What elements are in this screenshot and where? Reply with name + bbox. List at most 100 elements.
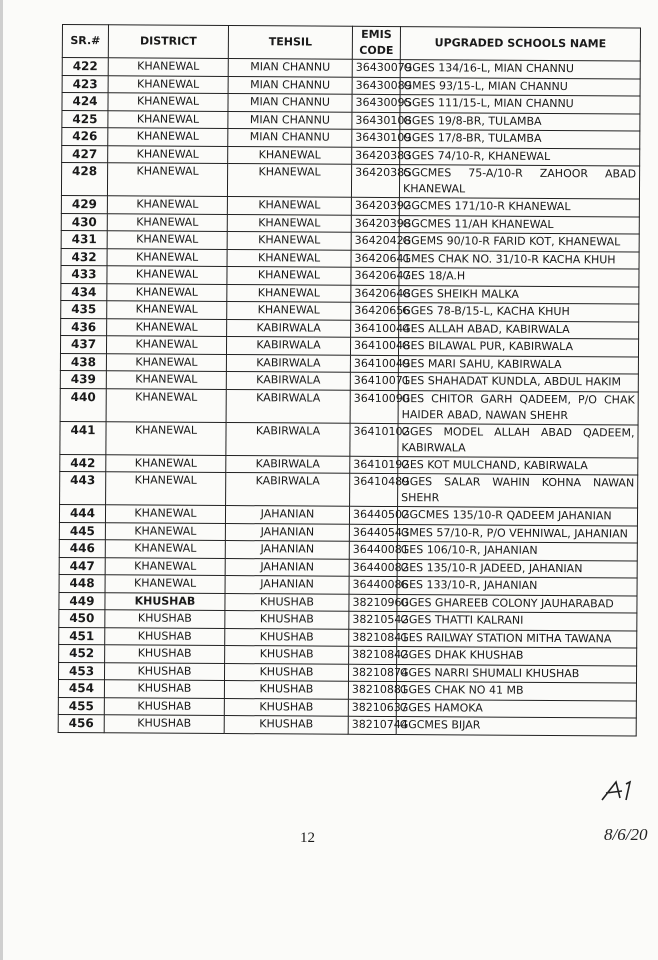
emis-code-cell: 36410049 — [350, 354, 410, 373]
header-emis: EMIS CODE — [352, 26, 401, 60]
sr-cell: 456 — [58, 714, 105, 733]
emis-code-cell: 36420398 — [351, 214, 411, 233]
emis-code-cell: 36410048 — [350, 337, 410, 356]
sr-cell: 452 — [58, 644, 105, 663]
district-cell: KHANEWAL — [107, 248, 228, 267]
emis-code-cell: 38210881 — [348, 681, 408, 700]
school-name-cell: GGES 134/16-L, MIAN CHANNU — [400, 59, 641, 79]
emis-code-cell: 38210841 — [348, 628, 408, 647]
tehsil-cell: KHUSHAB — [224, 715, 349, 734]
sr-cell: 427 — [61, 145, 108, 163]
school-name-cell: GGES MODEL ALLAH ABAD QADEEM, KABIRWALA — [397, 423, 639, 458]
emis-code-cell: 36410044 — [350, 319, 410, 338]
svg-text:8/6/20: 8/6/20 — [604, 825, 648, 844]
school-name-cell: GGES 19/8-BR, TULAMBA — [399, 112, 640, 132]
district-cell: KHANEWAL — [106, 353, 227, 372]
district-cell: KHANEWAL — [106, 335, 227, 355]
school-name-cell: GMES 57/10-R, P/O VEHNIWAL, JAHANIAN — [397, 524, 638, 544]
table-row: 443 KHANEWAL KABIRWALA 36410489 GGES SALAR W… — [59, 471, 638, 509]
district-cell: KHANEWAL — [105, 522, 226, 541]
sr-cell: 443 — [59, 471, 106, 505]
school-name-cell: GES 106/10-R, JAHANIAN — [397, 541, 638, 561]
header-row: SR.# DISTRICT TEHSIL EMIS CODE UPGRADED … — [62, 24, 641, 62]
emis-code-cell: 36430095 — [351, 94, 412, 113]
tehsil-cell: KHANEWAL — [227, 146, 352, 165]
tehsil-cell: KABIRWALA — [226, 371, 351, 390]
district-cell: KHANEWAL — [108, 57, 229, 77]
emis-code-cell: 36440502 — [349, 506, 409, 525]
emis-code-cell: 38210542 — [348, 611, 408, 630]
school-name-cell: GES CHITOR GARH QADEEM, P/O CHAK HAIDER … — [398, 390, 639, 425]
district-cell: KHANEWAL — [105, 471, 226, 506]
tehsil-cell: KHANEWAL — [226, 284, 351, 303]
school-name-cell: GES BILAWAL PUR, KABIRWALA — [398, 337, 639, 357]
header-tehsil: TEHSIL — [228, 25, 353, 60]
emis-code-cell: 36410192 — [349, 455, 409, 474]
school-name-cell: GES SHAHADAT KUNDLA, ABDUL HAKIM — [398, 372, 639, 392]
district-cell: KHUSHAB — [104, 679, 225, 699]
emis-code-cell: 38210960 — [348, 593, 409, 612]
tehsil-cell: KHUSHAB — [224, 610, 349, 629]
district-cell: KHANEWAL — [105, 454, 226, 473]
district-cell: KHANEWAL — [106, 300, 227, 320]
district-cell: KHANEWAL — [107, 145, 228, 164]
district-cell: KHANEWAL — [107, 162, 228, 197]
district-cell: KHANEWAL — [107, 230, 228, 250]
tehsil-cell: KABIRWALA — [226, 336, 351, 355]
emis-code-cell: 36420383 — [351, 146, 411, 165]
school-name-cell: GGES SHEIKH MALKA — [398, 285, 639, 305]
sr-cell: 453 — [58, 661, 105, 680]
emis-code-cell: 38210744 — [348, 716, 408, 735]
tehsil-cell: JAHANIAN — [225, 558, 350, 577]
school-name-cell: GES KOT MULCHAND, KABIRWALA — [397, 456, 638, 476]
district-cell: KHUSHAB — [104, 592, 226, 611]
emis-code-cell: 36440543 — [349, 523, 409, 542]
district-cell: KHANEWAL — [107, 92, 229, 112]
sr-cell: 447 — [59, 556, 106, 575]
tehsil-cell: KHUSHAB — [224, 663, 349, 682]
sr-cell: 448 — [59, 574, 106, 593]
emis-code-cell: 36420648 — [350, 284, 410, 303]
school-name-cell: GGCMES 75-A/10-R ZAHOOR ABAD KHANEWAL — [399, 164, 640, 200]
tehsil-cell: KHANEWAL — [226, 301, 351, 320]
emis-code-cell: 38210637 — [348, 698, 408, 717]
district-cell: KHANEWAL — [105, 421, 227, 456]
sr-cell: 440 — [60, 387, 107, 422]
scan-edge — [0, 0, 3, 960]
tehsil-cell: KABIRWALA — [226, 389, 351, 423]
emis-code-cell: 36430108 — [351, 111, 411, 130]
tehsil-cell: JAHANIAN — [225, 575, 350, 594]
tehsil-cell: KHANEWAL — [227, 231, 352, 250]
school-name-cell: GES 133/10-R, JAHANIAN — [397, 576, 638, 596]
sr-cell: 446 — [59, 539, 106, 558]
district-cell: KHANEWAL — [106, 388, 227, 423]
sr-cell: 455 — [58, 696, 105, 715]
tehsil-cell: JAHANIAN — [225, 505, 350, 524]
tehsil-cell: MIAN CHANNU — [228, 76, 353, 95]
school-name-cell: GGES NARRI SHUMALI KHUSHAB — [396, 664, 637, 684]
tehsil-cell: MIAN CHANNU — [228, 58, 353, 77]
district-cell: KHANEWAL — [108, 75, 229, 94]
district-cell: KHANEWAL — [107, 110, 228, 129]
school-name-cell: GGCMES 135/10-R QADEEM JAHANIAN — [397, 506, 638, 526]
school-name-cell: GES 135/10-R JADEED, JAHANIAN — [397, 559, 638, 579]
tehsil-cell: JAHANIAN — [225, 523, 350, 542]
tehsil-cell: KABIRWALA — [225, 422, 351, 456]
tehsil-cell: KHANEWAL — [227, 196, 352, 215]
emis-code-cell: 36420656 — [350, 302, 410, 321]
emis-code-cell: 36420385 — [351, 164, 411, 198]
sr-cell: 428 — [61, 162, 108, 196]
sr-cell: 429 — [61, 195, 108, 214]
school-name-cell: GGES GHAREEB COLONY JAUHARABAD — [396, 594, 638, 614]
sr-cell: 438 — [60, 352, 107, 371]
tehsil-cell: KHUSHAB — [224, 680, 349, 699]
school-name-cell: GGCMES BIJAR — [396, 716, 637, 736]
district-cell: KHUSHAB — [104, 627, 225, 646]
tehsil-cell: KHUSHAB — [224, 698, 349, 717]
emis-code-cell: 36420428 — [351, 232, 411, 251]
upgraded-schools-table: SR.# DISTRICT TEHSIL EMIS CODE UPGRADED … — [58, 24, 641, 736]
emis-code-cell: 36440086 — [349, 576, 409, 595]
sr-cell: 426 — [61, 127, 108, 146]
district-cell: KHANEWAL — [105, 504, 226, 524]
sr-cell: 435 — [60, 300, 107, 319]
